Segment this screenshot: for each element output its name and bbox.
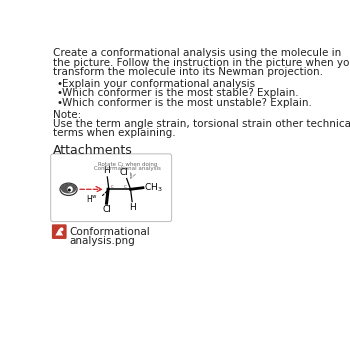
Text: H: H	[129, 203, 135, 212]
Text: transform the molecule into its Newman projection.: transform the molecule into its Newman p…	[53, 67, 323, 77]
Text: Cl: Cl	[120, 168, 129, 177]
Ellipse shape	[60, 183, 77, 196]
Text: Which conformer is the most unstable? Explain.: Which conformer is the most unstable? Ex…	[62, 98, 312, 108]
Text: terms when explaining.: terms when explaining.	[53, 128, 176, 138]
Text: c: c	[124, 183, 127, 188]
Text: CH$_3$: CH$_3$	[144, 181, 162, 194]
Ellipse shape	[61, 183, 76, 194]
Text: Conformational analysis: Conformational analysis	[94, 166, 161, 171]
Text: Attachments: Attachments	[53, 144, 133, 157]
Text: •: •	[56, 98, 62, 108]
Text: H: H	[103, 166, 110, 175]
Text: Rotate C₂ when doing: Rotate C₂ when doing	[98, 162, 157, 166]
Text: Which conformer is the most stable? Explain.: Which conformer is the most stable? Expl…	[62, 88, 299, 98]
Text: analysis.png: analysis.png	[69, 236, 135, 246]
Ellipse shape	[68, 188, 71, 192]
Text: •: •	[56, 88, 62, 98]
Polygon shape	[55, 228, 63, 236]
Circle shape	[60, 227, 63, 231]
Text: H$^{\rm w}$: H$^{\rm w}$	[86, 193, 98, 204]
Text: the picture. Follow the instruction in the picture when you: the picture. Follow the instruction in t…	[53, 58, 350, 67]
Text: Note:: Note:	[53, 110, 81, 120]
Text: •: •	[56, 79, 62, 89]
Ellipse shape	[68, 186, 73, 192]
Text: Explain your conformational analysis: Explain your conformational analysis	[62, 79, 256, 89]
FancyBboxPatch shape	[51, 154, 172, 222]
Text: Use the term angle strain, torsional strain other technical: Use the term angle strain, torsional str…	[53, 119, 350, 129]
Text: Cl: Cl	[102, 205, 111, 214]
Text: c: c	[111, 183, 114, 188]
Text: Conformational: Conformational	[69, 227, 150, 237]
FancyBboxPatch shape	[52, 224, 66, 239]
Text: Create a conformational analysis using the molecule in: Create a conformational analysis using t…	[53, 48, 341, 58]
